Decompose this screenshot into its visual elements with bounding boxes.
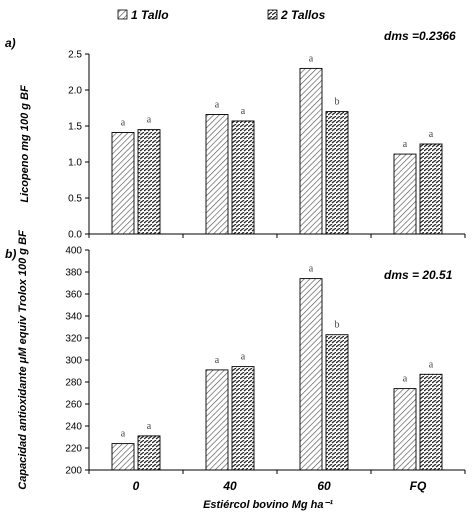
x-category-label: 60	[317, 479, 331, 493]
panel-a-y-axis-label: Licopeno mg 100 g BF	[19, 85, 31, 203]
bar-2-tallos-fq	[419, 143, 443, 235]
legend-swatch-1-tallo	[117, 9, 128, 20]
y-tick-label: 320	[65, 334, 82, 345]
bar-1-tallo-60	[299, 67, 323, 235]
bar-1-tallo-fq	[393, 153, 417, 235]
bar-1-tallo-40	[205, 369, 229, 471]
y-tick-label: 2.0	[68, 86, 82, 97]
y-tick-label: 0.5	[68, 194, 82, 205]
bar-2-tallos-60	[325, 111, 349, 235]
panel-b: b) dms = 20.51 Capacidad antioxidante μM…	[5, 230, 466, 493]
y-tick-label: 280	[65, 378, 82, 389]
significance-letter: a	[215, 99, 220, 110]
y-tick-label: 1.5	[68, 122, 82, 133]
y-tick-label: 0.0	[68, 230, 82, 241]
y-tick-label: 2.5	[68, 50, 82, 61]
bar-2-tallos-40	[231, 366, 255, 471]
panel-a: a) dms =0.2366 Licopeno mg 100 g BF 0.00…	[5, 29, 466, 241]
significance-letter: a	[147, 421, 152, 432]
significance-letter: a	[121, 429, 126, 440]
significance-letter: a	[309, 53, 314, 64]
panel-a-y-ticks: 0.0 0.5 1.0 1.5 2.0 2.5	[68, 50, 466, 241]
significance-letter: a	[241, 106, 246, 117]
significance-letter: a	[429, 359, 434, 370]
x-category-label: FQ	[410, 479, 427, 493]
y-tick-label: 240	[65, 422, 82, 433]
bar-2-tallos-fq	[419, 373, 443, 471]
legend-label-2-tallos: 2 Tallos	[280, 8, 326, 22]
bar-1-tallo-40	[205, 114, 229, 235]
y-tick-label: 360	[65, 290, 82, 301]
legend: 1 Tallo 2 Tallos	[117, 8, 326, 22]
panel-a-significance-letters: a a a a a b a a	[121, 53, 434, 150]
panel-b-dms-annotation: dms = 20.51	[384, 268, 453, 282]
bar-1-tallo-0	[111, 132, 135, 235]
x-axis-label: Estiércol bovino Mg ha⁻¹	[203, 499, 333, 511]
legend-swatch-2-tallos	[267, 9, 278, 20]
significance-letter: a	[215, 355, 220, 366]
significance-letter: a	[403, 374, 408, 385]
panel-b-y-axis-label: Capacidad antioxidante μM equiv Trolox 1…	[17, 230, 29, 490]
bar-1-tallo-fq	[393, 388, 417, 471]
panel-b-bars	[111, 278, 443, 471]
x-category-labels: 0 40 60 FQ	[133, 479, 427, 493]
panel-a-label: a)	[5, 36, 16, 50]
y-tick-label: 260	[65, 400, 82, 411]
significance-letter: a	[403, 139, 408, 150]
x-category-label: 0	[133, 479, 140, 493]
bar-1-tallo-0	[111, 443, 135, 471]
significance-letter: a	[121, 117, 126, 128]
significance-letter: b	[335, 97, 340, 108]
y-tick-label: 340	[65, 312, 82, 323]
x-category-label: 40	[222, 479, 237, 493]
significance-letter: b	[335, 320, 340, 331]
bar-2-tallos-60	[325, 334, 349, 471]
y-tick-label: 380	[65, 268, 82, 279]
bar-1-tallo-60	[299, 278, 323, 471]
y-tick-label: 400	[65, 246, 82, 257]
significance-letter: a	[147, 115, 152, 126]
y-tick-label: 300	[65, 356, 82, 367]
bar-2-tallos-0	[137, 435, 161, 471]
panel-b-y-ticks: 200 220 240 260 280 300 320 340 360 380 400	[65, 246, 466, 477]
significance-letter: a	[309, 264, 314, 275]
panel-b-label: b)	[5, 247, 16, 261]
y-tick-label: 200	[65, 466, 82, 477]
panel-a-bars	[111, 67, 443, 235]
y-tick-label: 1.0	[68, 158, 82, 169]
bar-2-tallos-0	[137, 129, 161, 235]
legend-label-1-tallo: 1 Tallo	[131, 8, 169, 22]
bar-2-tallos-40	[231, 120, 255, 235]
significance-letter: a	[241, 352, 246, 363]
panel-a-dms-annotation: dms =0.2366	[384, 29, 456, 43]
significance-letter: a	[429, 129, 434, 140]
panel-b-significance-letters: a a a a a b a a	[121, 264, 434, 440]
y-tick-label: 220	[65, 444, 82, 455]
